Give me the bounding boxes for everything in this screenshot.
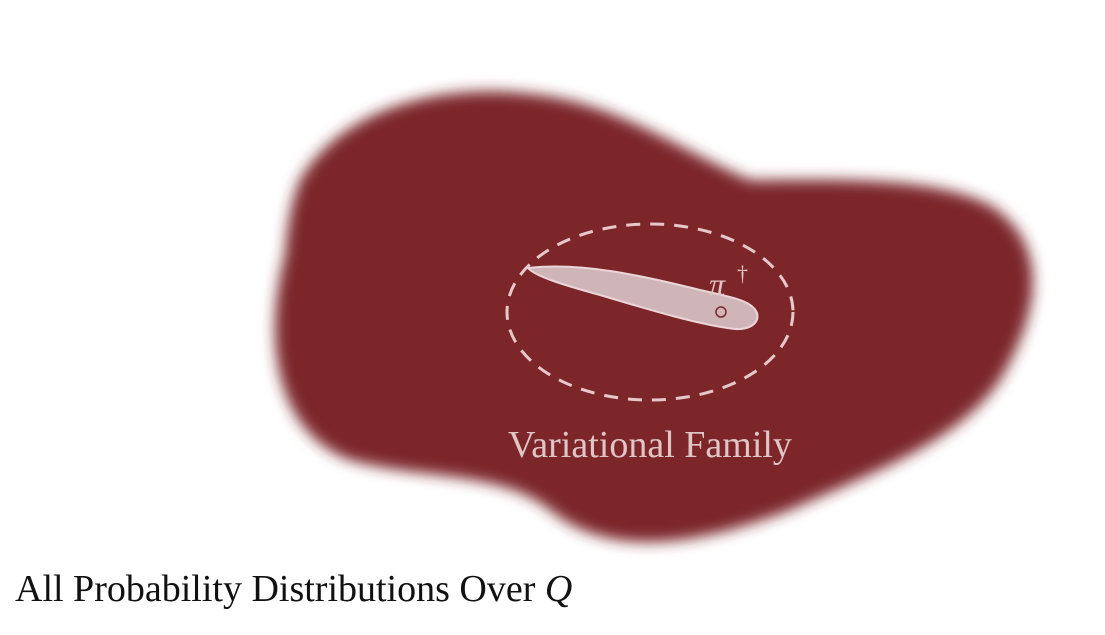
- dagger-superscript: †: [737, 261, 748, 286]
- outer-distribution-region: [275, 91, 1033, 543]
- caption-variable: Q: [544, 568, 573, 610]
- optimization-path: [525, 265, 759, 331]
- optimum-point-marker: [715, 306, 727, 318]
- optimum-point-label: π †: [709, 261, 748, 302]
- caption-text: All Probability Distributions Over: [15, 568, 536, 610]
- variational-family-label: Variational Family: [508, 424, 792, 466]
- all-distributions-caption: All Probability Distributions Over Q: [15, 570, 572, 608]
- variational-family-boundary: [505, 222, 795, 402]
- pi-symbol: π: [709, 266, 726, 302]
